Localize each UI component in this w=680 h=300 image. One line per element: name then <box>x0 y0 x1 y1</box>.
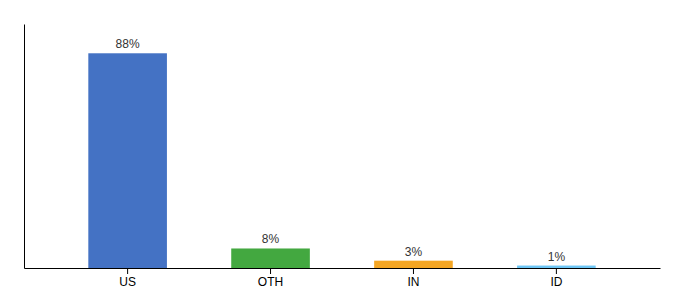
data-label: 1% <box>548 250 566 264</box>
plot: 88% 8% 3% 1% US OTH IN ID <box>25 25 661 289</box>
data-labels: 88% 8% 3% 1% <box>116 37 566 263</box>
bar <box>231 248 310 268</box>
x-tick: US <box>119 268 136 289</box>
bar <box>517 266 596 268</box>
x-tick-label: OTH <box>258 275 283 289</box>
data-label: 88% <box>116 37 140 51</box>
x-tick-label: ID <box>550 275 562 289</box>
x-tick-mark <box>413 268 414 274</box>
y-axis-line <box>24 25 25 269</box>
x-tick-label: US <box>119 275 136 289</box>
x-tick: OTH <box>258 268 283 289</box>
x-axis: US OTH IN ID <box>25 268 661 289</box>
x-tick: ID <box>550 268 562 289</box>
bar <box>374 261 453 268</box>
x-tick-mark <box>127 268 128 274</box>
bars <box>88 53 595 268</box>
bar <box>88 53 167 268</box>
x-tick-mark <box>556 268 557 274</box>
y-axis <box>24 25 25 269</box>
chart-container: 88% 8% 3% 1% US OTH IN ID <box>0 0 680 300</box>
chart-svg: 88% 8% 3% 1% US OTH IN ID <box>0 0 680 300</box>
x-tick: IN <box>407 268 419 289</box>
x-tick-mark <box>270 268 271 274</box>
data-label: 8% <box>262 232 280 246</box>
x-tick-label: IN <box>407 275 419 289</box>
x-axis-line <box>25 268 661 269</box>
data-label: 3% <box>405 245 423 259</box>
